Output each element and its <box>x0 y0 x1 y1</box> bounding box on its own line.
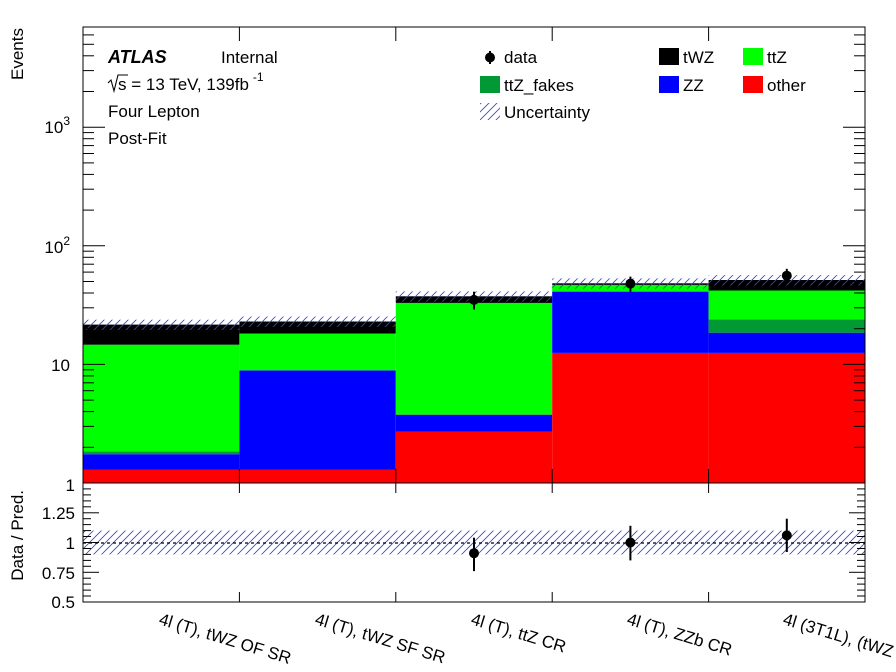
y-tick-label-10: 10 <box>51 356 70 375</box>
bar-ttz-fakes-3 <box>395 414 553 415</box>
bar-ttz-fakes-1 <box>83 451 240 455</box>
bar-other-3 <box>395 431 553 483</box>
bar-zz-5 <box>708 332 865 353</box>
uncertainty-band-1 <box>83 319 240 330</box>
svg-text:data: data <box>504 48 538 67</box>
atlas-label: ATLAS <box>107 47 167 67</box>
status-label: Internal <box>221 48 278 67</box>
x-tick-labels: 4l (T), tWZ OF SR 4l (T), tWZ SF SR 4l (… <box>157 610 896 668</box>
ratio-axis-ticks <box>83 482 865 603</box>
ratio-tick-label-075: 0.75 <box>42 564 75 583</box>
y-tick-label-1000: 103 <box>44 114 70 137</box>
data-point-3 <box>469 294 479 305</box>
ratio-point-4 <box>625 537 636 548</box>
svg-text:s = 13 TeV, 139fb-1: s = 13 TeV, 139fb -1 <box>118 70 264 94</box>
bar-ttz-3 <box>395 302 553 415</box>
ratio-tick-label-05: 0.5 <box>51 593 75 612</box>
bar-zz-3 <box>395 414 553 432</box>
legend-data: data <box>485 48 538 67</box>
svg-text:ttZ: ttZ <box>767 48 787 67</box>
legend-twz: tWZ <box>659 48 714 67</box>
region-label: Four Lepton <box>108 102 200 121</box>
ratio-y-axis-title: Data / Pred. <box>8 490 27 581</box>
bar-ttz-1 <box>83 344 240 452</box>
svg-text:tWZ: tWZ <box>683 48 714 67</box>
ratio-tick-label-125: 1.25 <box>42 504 75 523</box>
bar-other-1 <box>83 469 240 483</box>
x-tick-label-4: 4l (T), ZZb CR <box>625 610 734 660</box>
bar-ttz-2 <box>239 333 396 371</box>
data-point-5 <box>781 270 792 281</box>
x-tick-label-3: 4l (T), ttZ CR <box>469 610 568 657</box>
svg-text:ttZ_fakes: ttZ_fakes <box>504 76 574 95</box>
stacked-bars <box>83 280 865 483</box>
legend-other: other <box>743 76 806 95</box>
energy-lumi-label: s = 13 TeV, 139fb -1 <box>107 70 264 94</box>
svg-text:ZZ: ZZ <box>683 76 704 95</box>
bar-other-4 <box>552 352 709 483</box>
legend-ttz: ttZ <box>743 48 787 67</box>
legend-uncertainty: Uncertainty <box>480 103 590 122</box>
uncertainty-band-2 <box>239 316 396 327</box>
legend: data tWZ ttZ ttZ_fakes ZZ other Uncertai… <box>480 48 806 122</box>
fit-label: Post-Fit <box>108 129 167 148</box>
y-axis-min-label: 1 <box>66 476 75 495</box>
x-tick-label-1: 4l (T), tWZ OF SR <box>157 610 294 668</box>
bar-ttz-5 <box>708 290 865 320</box>
data-points <box>469 268 792 310</box>
ratio-point-5 <box>781 530 792 541</box>
bar-other-5 <box>708 352 865 483</box>
legend-ttz-fakes: ttZ_fakes <box>480 76 574 95</box>
x-tick-label-2: 4l (T), tWZ SF SR <box>313 610 448 668</box>
y-axis-title: Events <box>8 28 27 80</box>
svg-text:other: other <box>767 76 806 95</box>
y-tick-label-100: 102 <box>44 234 70 257</box>
legend-zz: ZZ <box>659 76 704 95</box>
ratio-tick-label-1: 1 <box>66 534 75 553</box>
svg-text:Uncertainty: Uncertainty <box>504 103 590 122</box>
bar-zz-1 <box>83 454 240 470</box>
sqrt-symbol <box>107 74 128 94</box>
ratio-point-3 <box>469 548 479 559</box>
data-point-4 <box>625 278 636 289</box>
ratio-points <box>469 518 792 572</box>
bar-other-2 <box>239 469 396 483</box>
bar-zz-2 <box>239 370 396 470</box>
bar-zz-4 <box>552 291 709 353</box>
bar-ttz-fakes-5 <box>708 319 865 333</box>
x-tick-label-5: 4l (3T1L), (tWZ <box>781 610 896 662</box>
